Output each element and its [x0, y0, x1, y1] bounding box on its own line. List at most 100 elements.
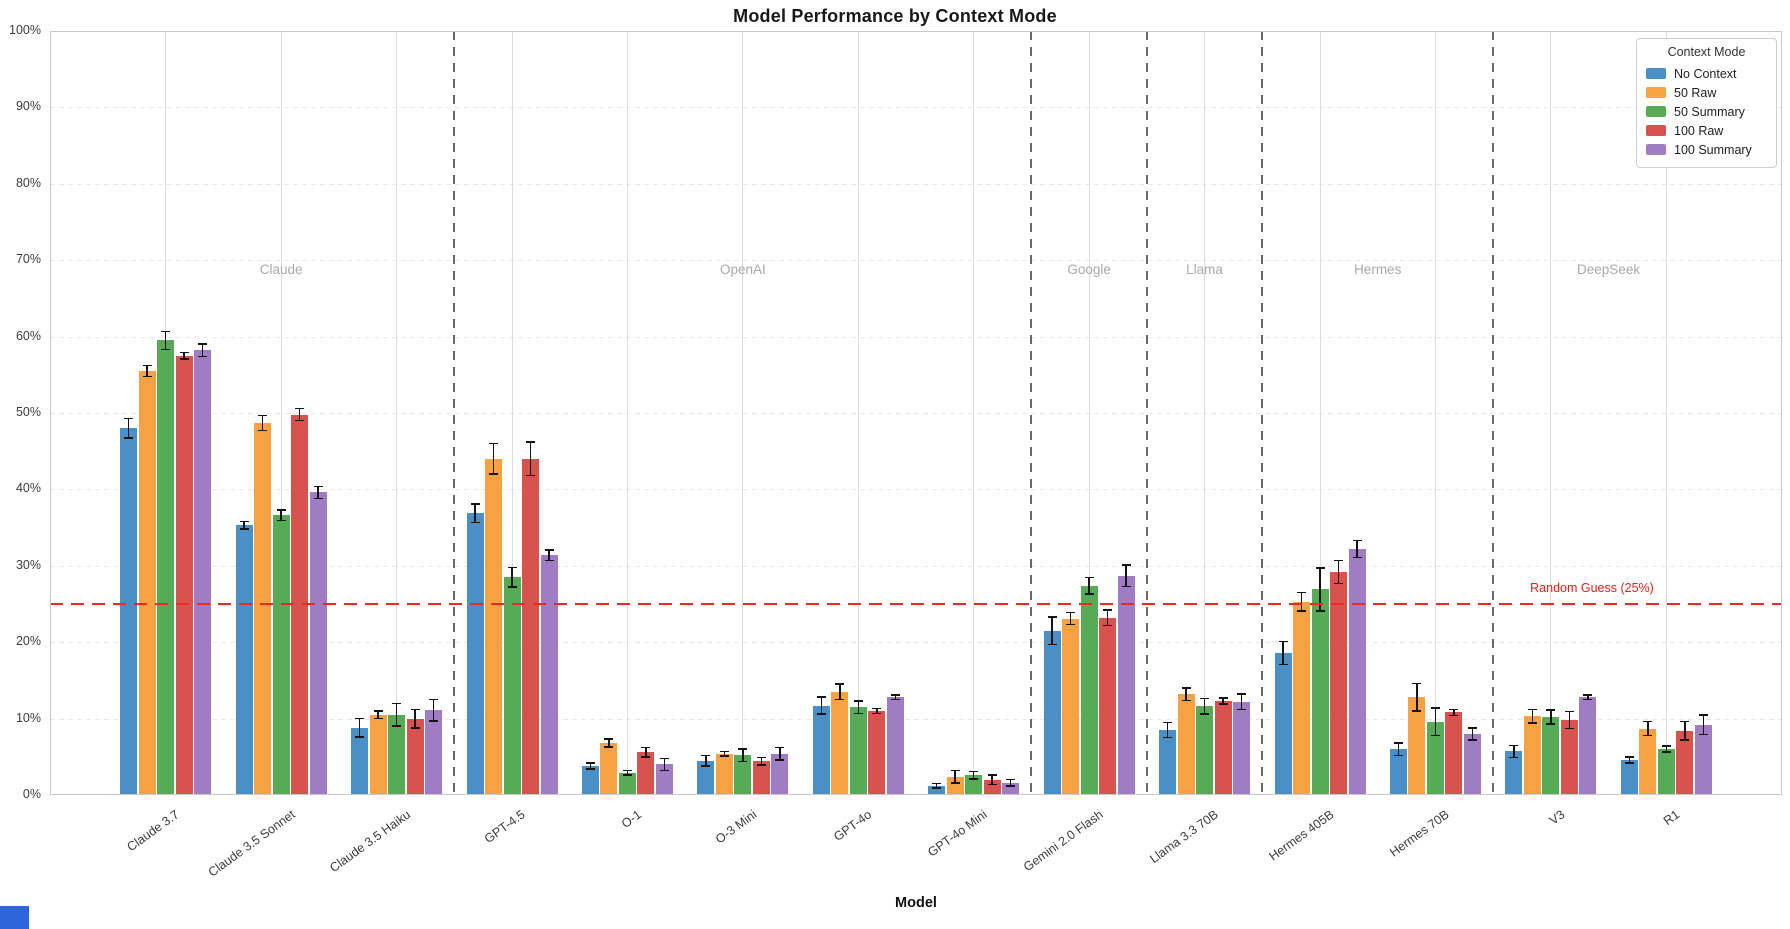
bar	[1080, 585, 1098, 795]
error-bar-cap	[1449, 708, 1459, 711]
bar	[600, 743, 618, 795]
error-bar	[1471, 727, 1474, 740]
x-gridline	[1665, 31, 1667, 795]
error-bar-cap	[1084, 593, 1094, 595]
error-bar	[529, 442, 532, 476]
error-bar	[1125, 565, 1127, 587]
error-bar	[608, 739, 610, 747]
x-tick-label: O-3 Mini	[712, 807, 759, 847]
vendor-separator	[1261, 31, 1264, 795]
error-bar-cap	[489, 473, 498, 475]
error-bar-cap	[1066, 623, 1076, 626]
error-bar-cap	[470, 503, 480, 505]
x-gridline	[1434, 31, 1436, 795]
error-bar	[1702, 714, 1705, 735]
error-bar	[243, 521, 245, 530]
bar	[351, 727, 369, 795]
bar	[886, 697, 904, 795]
error-bar-cap	[1661, 745, 1671, 747]
error-bar	[1356, 540, 1358, 558]
error-bar-cap	[1181, 699, 1191, 701]
error-bar-cap	[622, 769, 632, 772]
bar	[1657, 749, 1675, 795]
x-gridline	[626, 31, 628, 795]
y-gridline	[50, 336, 1782, 338]
error-bar-cap	[604, 746, 614, 748]
bar	[771, 753, 789, 795]
legend-entries: No Context 50 Raw 50 Summary 100 Raw 100 Sum…	[1646, 64, 1767, 159]
bar	[1177, 694, 1195, 795]
error-bar-cap	[392, 702, 402, 705]
legend-entry-label: 100 Summary	[1674, 142, 1752, 157]
bar	[618, 772, 636, 795]
error-bar-cap	[410, 727, 420, 729]
bar	[1293, 601, 1310, 795]
x-tick-label: V3	[1546, 807, 1567, 828]
error-bar-cap	[198, 343, 208, 345]
error-bar	[317, 486, 319, 499]
bar	[157, 340, 175, 795]
bar	[1505, 751, 1523, 795]
bar	[369, 714, 387, 795]
x-tick-label: Claude 3.7	[124, 807, 182, 855]
bar	[1426, 721, 1444, 795]
bar	[1523, 716, 1541, 795]
bar	[1639, 728, 1657, 795]
bar	[849, 707, 867, 795]
bar	[1389, 749, 1407, 795]
error-bar-cap	[585, 762, 595, 764]
error-bar-cap	[1103, 609, 1113, 611]
x-gridline	[742, 31, 744, 795]
x-gridline	[280, 31, 282, 795]
error-bar-cap	[756, 756, 766, 759]
bar	[1043, 630, 1061, 795]
y-tick-label: 30%	[15, 557, 41, 572]
y-gridline	[50, 260, 1782, 262]
error-bar-cap	[489, 442, 498, 445]
chart-title: Model Performance by Context Mode	[733, 6, 1057, 26]
error-bar-cap	[1680, 739, 1690, 741]
error-bar-cap	[1103, 624, 1113, 627]
error-bar-cap	[622, 774, 632, 776]
error-bar	[839, 684, 841, 700]
error-bar	[1051, 616, 1053, 645]
error-bar	[1684, 721, 1686, 740]
bar	[697, 760, 715, 795]
error-bar	[1185, 688, 1187, 701]
error-bar-cap	[1624, 762, 1634, 764]
error-bar-cap	[932, 787, 942, 789]
bar	[812, 705, 830, 795]
y-tick-label: 90%	[15, 99, 41, 114]
legend-swatch	[1646, 144, 1666, 155]
bar	[1117, 575, 1135, 795]
error-bar-cap	[1412, 682, 1422, 685]
error-bar-cap	[526, 474, 535, 477]
error-bar-cap	[969, 770, 979, 773]
error-bar-cap	[313, 485, 323, 488]
vendor-separator	[1030, 31, 1033, 795]
error-bar-cap	[659, 757, 669, 760]
error-bar	[1166, 722, 1169, 738]
error-bar-cap	[1084, 576, 1094, 578]
error-bar	[876, 708, 878, 714]
error-bar-cap	[775, 746, 785, 749]
error-bar	[1009, 779, 1012, 786]
random-guess-line	[50, 602, 1782, 606]
bar	[965, 775, 983, 795]
legend-entry: 100 Raw	[1646, 121, 1767, 140]
error-bar-cap	[950, 769, 960, 772]
error-bar-cap	[1564, 710, 1574, 713]
bar	[637, 752, 655, 795]
error-bar-cap	[701, 765, 711, 767]
error-bar-cap	[507, 586, 517, 588]
error-bar-cap	[124, 437, 134, 439]
error-bar-cap	[198, 355, 208, 358]
y-gridline	[50, 413, 1782, 414]
y-tick-label: 60%	[15, 328, 41, 343]
bar	[1274, 652, 1292, 795]
legend: Context Mode No Context 50 Raw 50 Summary 1…	[1636, 38, 1777, 168]
error-bar	[1069, 612, 1072, 625]
error-bar	[1088, 577, 1090, 595]
error-bar-cap	[816, 696, 826, 698]
error-bar-cap	[1643, 720, 1653, 723]
